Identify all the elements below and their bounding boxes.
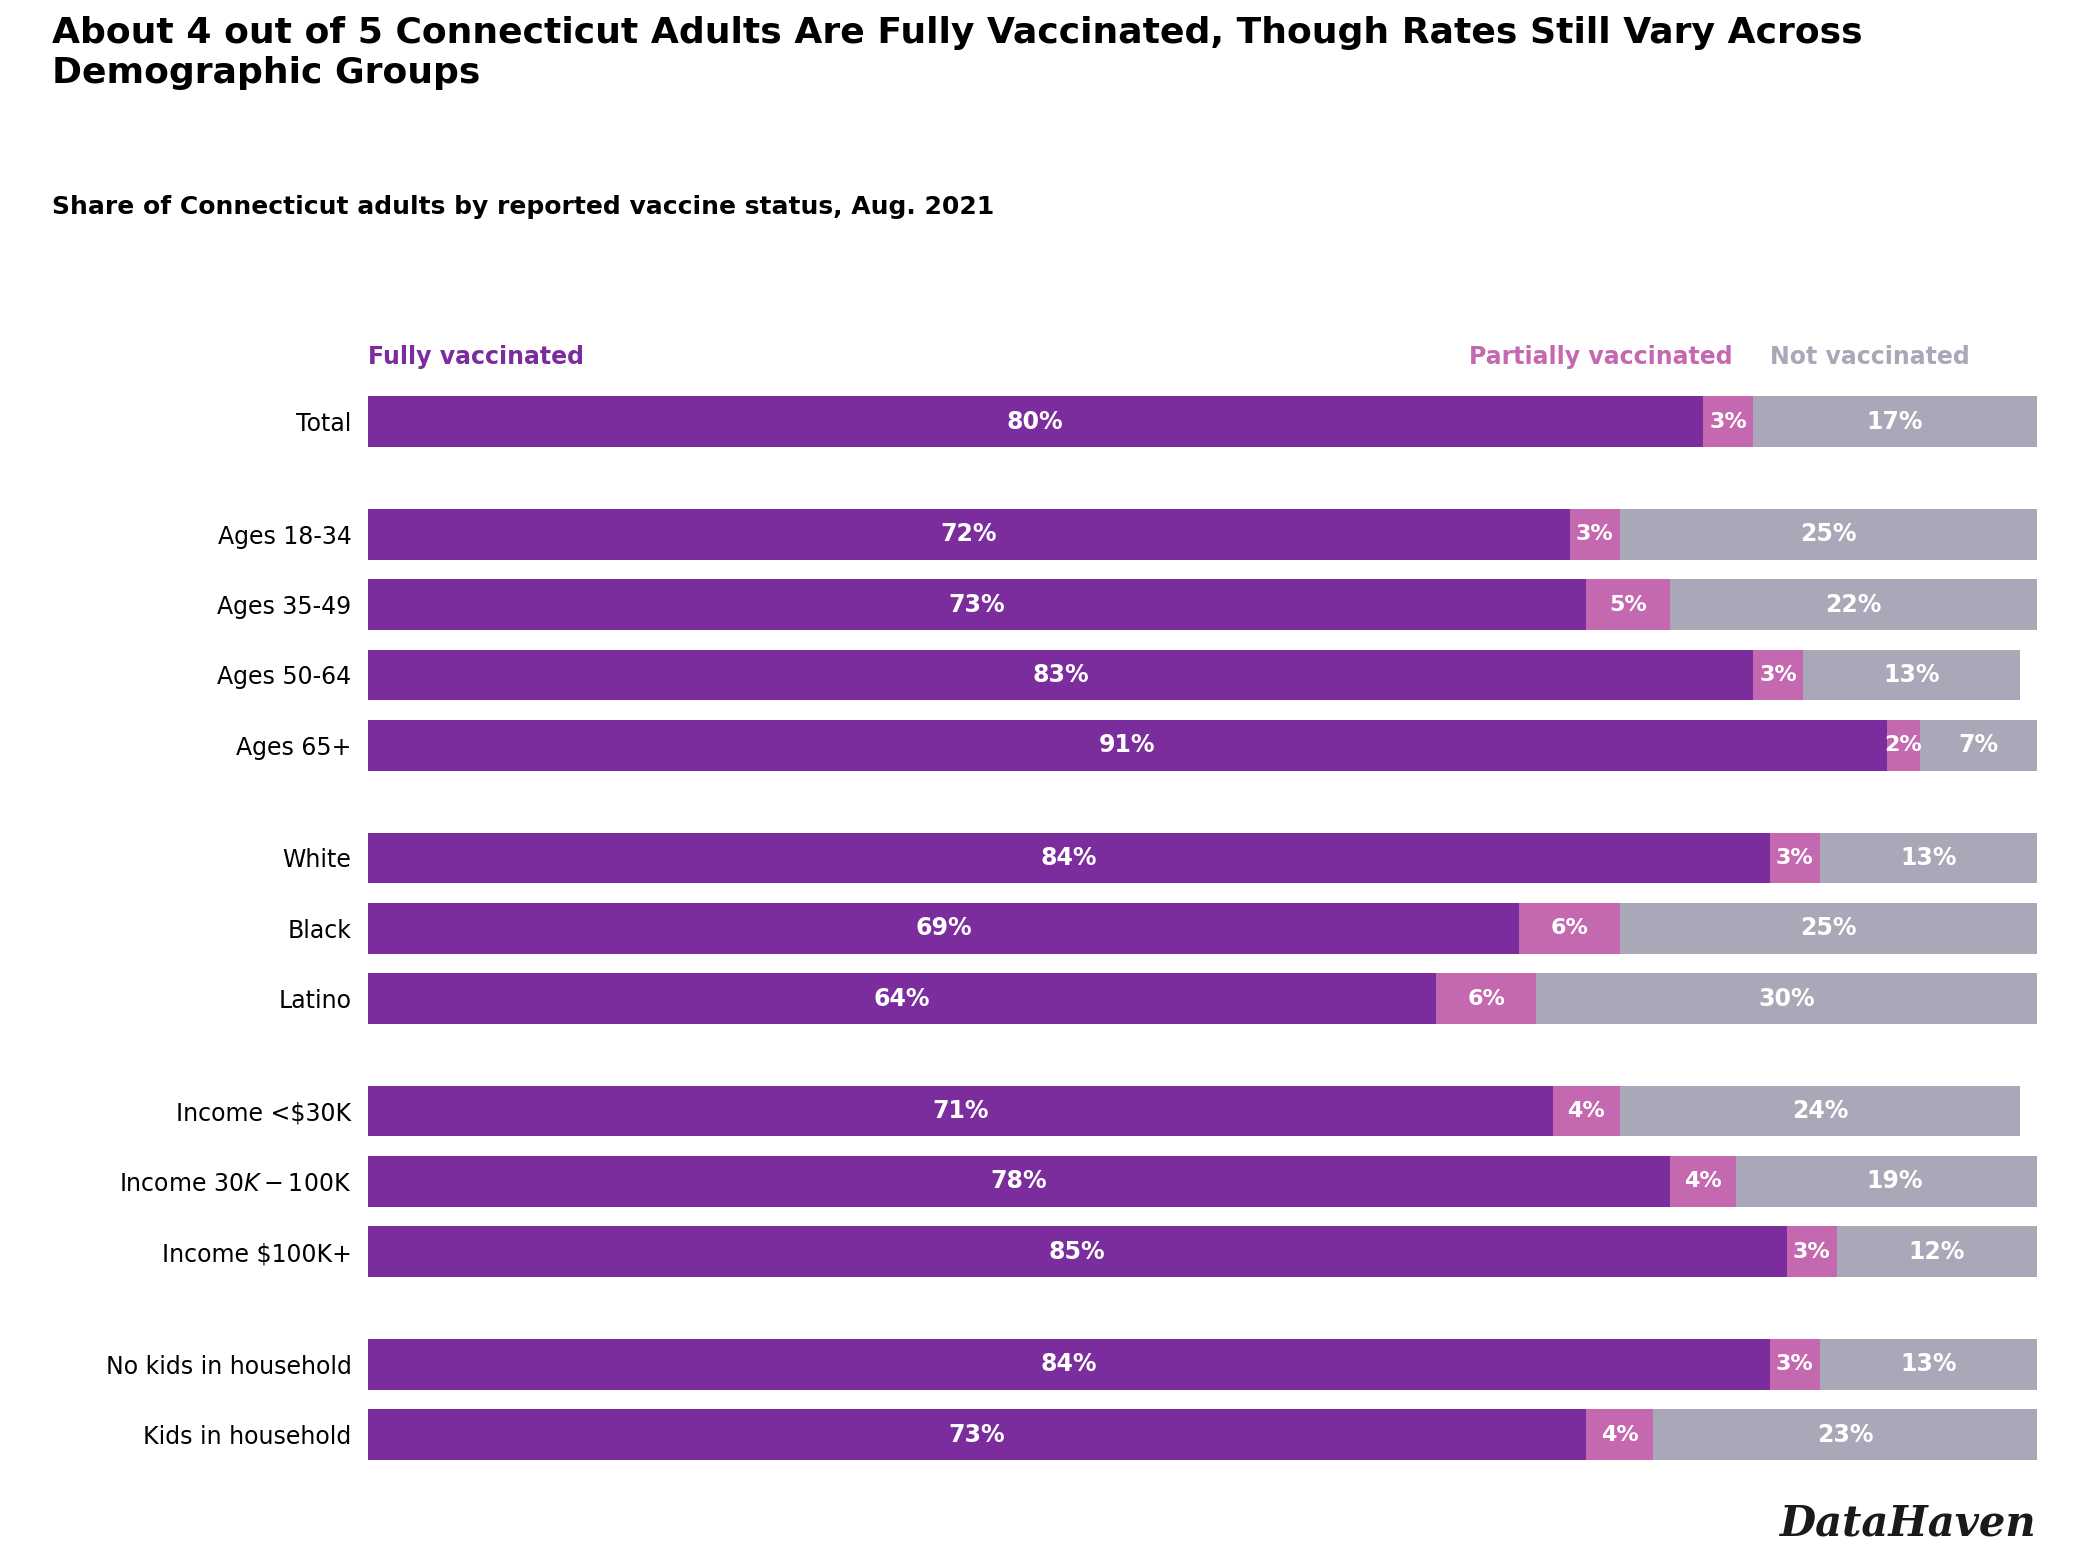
Text: 25%: 25% <box>1800 916 1856 941</box>
Text: Fully vaccinated: Fully vaccinated <box>368 345 584 370</box>
Text: 23%: 23% <box>1816 1423 1873 1446</box>
Bar <box>1670 579 2037 630</box>
Text: 69%: 69% <box>916 916 972 941</box>
Text: 6%: 6% <box>1468 989 1506 1009</box>
Text: 22%: 22% <box>1825 593 1882 616</box>
Text: 72%: 72% <box>941 523 998 546</box>
Bar <box>1804 649 2020 700</box>
Bar <box>1919 721 2037 771</box>
Bar <box>368 973 1436 1023</box>
Bar <box>1886 721 1919 771</box>
Bar <box>368 833 1770 883</box>
Text: 4%: 4% <box>1600 1424 1638 1445</box>
Text: 84%: 84% <box>1040 1353 1096 1376</box>
Text: DataHaven: DataHaven <box>1781 1502 2037 1544</box>
Text: 12%: 12% <box>1909 1240 1966 1264</box>
Text: 3%: 3% <box>1777 847 1814 867</box>
Bar <box>368 1156 1670 1207</box>
Bar <box>1838 1226 2037 1278</box>
Text: 19%: 19% <box>1867 1170 1924 1193</box>
Text: Share of Connecticut adults by reported vaccine status, Aug. 2021: Share of Connecticut adults by reported … <box>52 195 995 218</box>
Bar <box>368 396 1703 448</box>
Text: 17%: 17% <box>1867 410 1924 434</box>
Bar <box>1537 973 2037 1023</box>
Text: 3%: 3% <box>1709 412 1747 432</box>
Bar <box>1754 649 1804 700</box>
Text: 71%: 71% <box>932 1100 989 1123</box>
Text: 84%: 84% <box>1040 846 1096 870</box>
Text: 24%: 24% <box>1791 1100 1848 1123</box>
Text: 3%: 3% <box>1575 524 1613 544</box>
Bar <box>1619 903 2037 953</box>
Text: 3%: 3% <box>1760 665 1798 685</box>
Text: 83%: 83% <box>1031 663 1088 686</box>
Bar <box>368 509 1569 560</box>
Bar <box>368 1409 1586 1460</box>
Bar <box>368 649 1753 700</box>
Text: 73%: 73% <box>949 593 1006 616</box>
Text: 30%: 30% <box>1758 986 1814 1011</box>
Bar <box>1586 1409 1653 1460</box>
Text: 80%: 80% <box>1008 410 1063 434</box>
Text: 3%: 3% <box>1793 1242 1831 1262</box>
Bar <box>368 1338 1770 1390</box>
Bar <box>1821 833 2037 883</box>
Bar <box>368 1086 1552 1136</box>
Bar <box>1586 579 1670 630</box>
Bar <box>1737 1156 2054 1207</box>
Text: 91%: 91% <box>1098 733 1155 757</box>
Text: 13%: 13% <box>1900 1353 1957 1376</box>
Text: 13%: 13% <box>1884 663 1940 686</box>
Bar <box>1770 833 1821 883</box>
Text: 3%: 3% <box>1777 1354 1814 1374</box>
Text: 2%: 2% <box>1884 735 1922 755</box>
Text: Not vaccinated: Not vaccinated <box>1770 345 1970 370</box>
Text: 64%: 64% <box>874 986 930 1011</box>
Bar <box>368 579 1586 630</box>
Bar <box>1653 1409 2037 1460</box>
Text: 5%: 5% <box>1609 594 1646 615</box>
Bar <box>1754 396 2037 448</box>
Bar <box>1552 1086 1619 1136</box>
Bar <box>1703 396 1754 448</box>
Text: 85%: 85% <box>1048 1240 1105 1264</box>
Bar <box>1619 509 2037 560</box>
Bar <box>368 903 1520 953</box>
Text: 4%: 4% <box>1684 1172 1722 1192</box>
Bar <box>1670 1156 1737 1207</box>
Text: 6%: 6% <box>1550 919 1588 938</box>
Text: 78%: 78% <box>991 1170 1048 1193</box>
Bar <box>368 721 1886 771</box>
Bar <box>1770 1338 1821 1390</box>
Text: 7%: 7% <box>1959 733 1999 757</box>
Text: Partially vaccinated: Partially vaccinated <box>1470 345 1732 370</box>
Bar <box>1436 973 1537 1023</box>
Bar <box>1520 903 1619 953</box>
Text: 73%: 73% <box>949 1423 1006 1446</box>
Text: About 4 out of 5 Connecticut Adults Are Fully Vaccinated, Though Rates Still Var: About 4 out of 5 Connecticut Adults Are … <box>52 16 1863 90</box>
Bar <box>1619 1086 2020 1136</box>
Text: 4%: 4% <box>1567 1101 1604 1122</box>
Text: 25%: 25% <box>1800 523 1856 546</box>
Bar <box>1821 1338 2037 1390</box>
Bar <box>1787 1226 1838 1278</box>
Text: 13%: 13% <box>1900 846 1957 870</box>
Bar <box>368 1226 1787 1278</box>
Bar <box>1569 509 1619 560</box>
